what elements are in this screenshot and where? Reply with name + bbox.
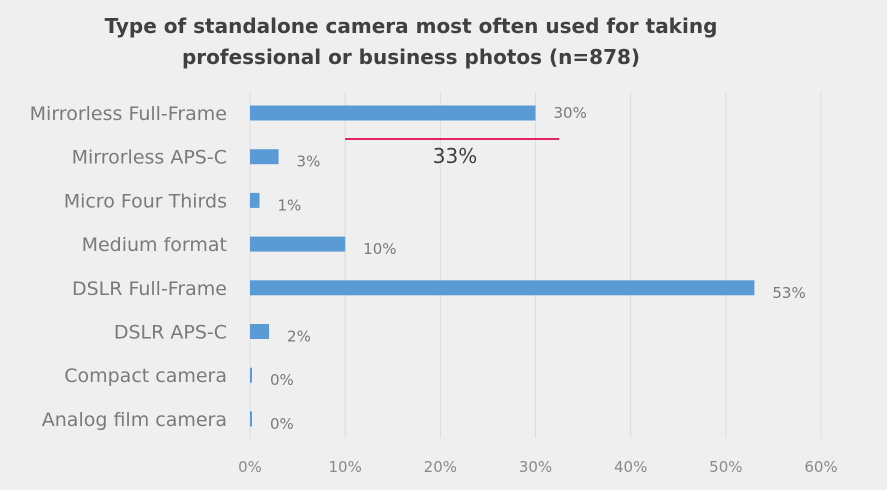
category-label: DSLR Full-Frame <box>72 278 227 300</box>
chart-title-line-1: Type of standalone camera most often use… <box>105 14 718 38</box>
bar <box>250 280 755 296</box>
bar <box>250 105 536 121</box>
category-label: DSLR APS-C <box>114 322 227 344</box>
x-tick-label: 30% <box>519 458 552 476</box>
bar <box>250 236 346 252</box>
chart-title: Type of standalone camera most often use… <box>105 14 718 69</box>
x-tick-label: 0% <box>238 458 262 476</box>
category-label: Analog film camera <box>42 409 227 431</box>
bar <box>250 324 270 339</box>
value-label: 10% <box>363 240 396 258</box>
category-label: Micro Four Thirds <box>64 190 227 212</box>
x-tick-label: 40% <box>614 458 647 476</box>
category-label: Mirrorless APS-C <box>72 147 227 169</box>
bars <box>250 105 755 427</box>
annotation: 33% <box>345 138 560 168</box>
value-labels: 30% 3% 1% 10% 53% 2% 0% 0% <box>270 104 806 433</box>
value-label: 0% <box>270 415 294 433</box>
x-axis-tick-labels: 0% 10% 20% 30% 40% 50% 60% <box>238 458 838 476</box>
bar <box>250 149 279 165</box>
value-label: 0% <box>270 371 294 389</box>
gridlines <box>249 92 822 438</box>
value-label: 30% <box>554 104 587 122</box>
annotation-label: 33% <box>433 144 477 168</box>
bar <box>250 192 260 208</box>
x-tick-label: 60% <box>804 458 837 476</box>
x-tick-label: 20% <box>424 458 457 476</box>
bar <box>250 367 252 383</box>
x-tick-label: 10% <box>328 458 361 476</box>
category-label: Mirrorless Full-Frame <box>30 103 227 125</box>
bar <box>250 411 252 427</box>
x-tick-label: 50% <box>709 458 742 476</box>
value-label: 2% <box>287 328 311 346</box>
category-label: Compact camera <box>64 365 227 387</box>
chart-title-line-2: professional or business photos (n=878) <box>182 45 640 69</box>
category-labels: Mirrorless Full-Frame Mirrorless APS-C Mic… <box>30 103 227 431</box>
value-label: 3% <box>297 153 321 171</box>
value-label: 53% <box>772 284 805 302</box>
value-label: 1% <box>278 196 302 214</box>
category-label: Medium format <box>82 234 227 256</box>
